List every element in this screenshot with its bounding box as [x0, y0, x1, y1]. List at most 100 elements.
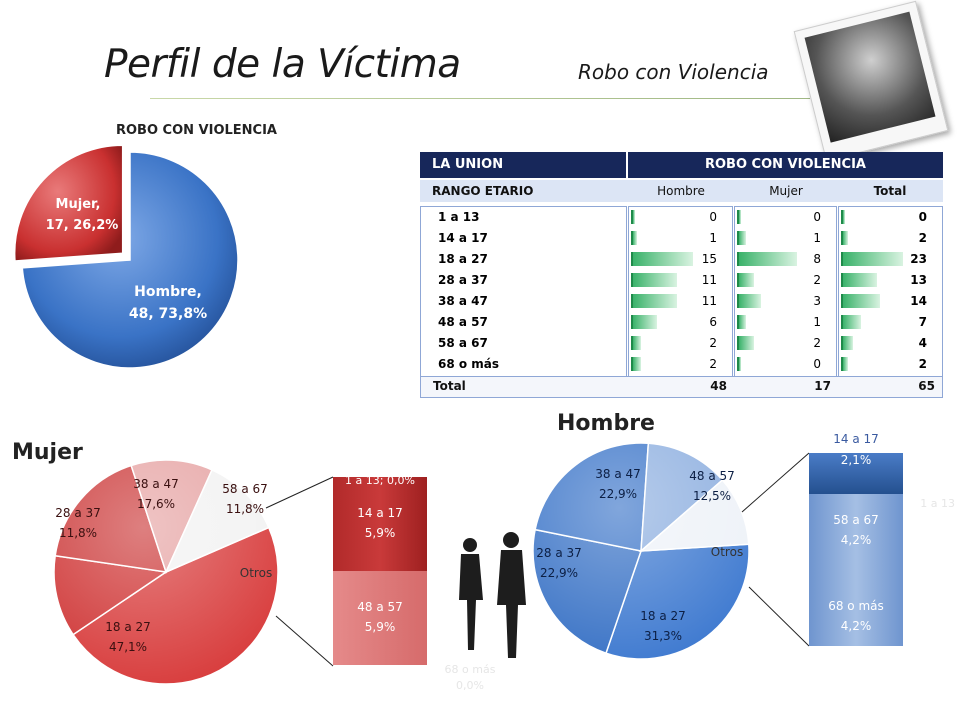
mujer-connector-bottom: [275, 615, 334, 667]
hombre-stack-14a17: [809, 453, 903, 494]
table-row-label: 18 a 27: [438, 252, 488, 266]
mujer-stack-label-1a13: 1 a 13; 0,0%: [345, 474, 415, 487]
labels-box: [420, 206, 627, 378]
total-box: [838, 206, 943, 378]
table-row-label: 1 a 13: [438, 210, 480, 224]
pie-slice-pct: 11,8%: [59, 526, 97, 540]
hombre-connector-top: [741, 452, 810, 513]
hombre-connector-bottom: [748, 586, 810, 647]
row-header: RANGO ETARIO: [432, 184, 534, 198]
table-cell-value: 2: [709, 357, 717, 371]
table-data-bar: [631, 210, 635, 224]
table-header-row: RANGO ETARIO Hombre Mujer Total: [420, 180, 943, 202]
pie-slice-label: 38 a 47: [133, 477, 179, 491]
table-row-label: 38 a 47: [438, 294, 488, 308]
table-cell-value: 2: [918, 357, 927, 371]
total-mujer: 17: [814, 379, 831, 393]
hombre-pie-shine: [533, 443, 749, 659]
mujer-hidden-label: 68 o más: [445, 663, 496, 676]
table-data-bar: [841, 252, 903, 266]
table-cell-value: 23: [910, 252, 927, 266]
slice-label-mujer-1: Mujer,: [56, 197, 101, 212]
table-corner: LA UNION: [420, 152, 626, 178]
table-cell-value: 0: [709, 210, 717, 224]
table-cell-value: 2: [709, 336, 717, 350]
pie-slice-label: 28 a 37: [55, 506, 101, 520]
table-data-bar: [631, 273, 677, 287]
mujer-stack-label-48a57: 48 a 57: [357, 600, 403, 614]
table-cell-value: 2: [813, 273, 821, 287]
col-header-total: Total: [873, 184, 907, 198]
table-cell-value: 1: [813, 315, 821, 329]
photo-image: [804, 11, 936, 143]
pie-slice-label: 28 a 37: [536, 546, 582, 560]
overall-slice-mujer: [13, 144, 124, 262]
slice-label-hombre-1: Hombre,: [134, 284, 202, 300]
pie-slice-label: 18 a 27: [105, 620, 151, 634]
mujer-hidden-pct: 0,0%: [456, 679, 484, 692]
table-cell-value: 6: [709, 315, 717, 329]
pie-slice-pct: 31,3%: [644, 629, 682, 643]
table-data-bar: [631, 336, 641, 350]
pie-slice-label: 18 a 27: [640, 609, 686, 623]
people-silhouette-icon: [459, 532, 526, 658]
age-table: LA UNION ROBO CON VIOLENCIA RANGO ETARIO…: [420, 152, 943, 398]
hombre-stack-label-68omas: 68 o más: [828, 599, 884, 613]
table-row-label: 48 a 57: [438, 315, 488, 329]
hombre-hidden-label: 1 a 13: [920, 497, 955, 510]
mujer-box: [734, 206, 837, 378]
pie-slice-pct: 22,9%: [540, 566, 578, 580]
table-data-bar: [841, 231, 849, 245]
table-row-label: 68 o más: [438, 357, 500, 371]
total-row: Total 48 17 65: [420, 376, 943, 398]
table-cell-value: 1: [709, 231, 717, 245]
mujer-stack-label-14a17: 14 a 17: [357, 506, 403, 520]
table-data-bar: [841, 315, 862, 329]
pie-slice-label: Otros: [240, 566, 272, 580]
hombre-chart-title: Hombre: [557, 411, 655, 436]
bottom-pie-charts: 18 a 27 47,1% 28 a 37 11,8% 38 a 47 17,6% 58 a…: [53, 432, 955, 692]
table-cell-value: 2: [813, 336, 821, 350]
hombre-stack-58a67: [809, 494, 903, 570]
pie-slice-label: 38 a 47: [595, 467, 641, 481]
table-cell-value: 2: [918, 231, 927, 245]
table-data-bar: [841, 294, 880, 308]
table-cell-value: 0: [813, 210, 821, 224]
mujer-stack-pct-48a57: 5,9%: [365, 620, 396, 634]
mujer-stack-14a17: [333, 477, 427, 571]
table-data-bar: [737, 210, 741, 224]
table-data-bar: [737, 273, 754, 287]
col-header-mujer: Mujer: [769, 184, 803, 198]
table-cell-value: 7: [918, 315, 927, 329]
table-data-bar: [737, 231, 747, 245]
mujer-stack-48a57: [333, 571, 427, 665]
table-data-bar: [841, 336, 854, 350]
mujer-connector-top: [265, 476, 334, 509]
table-cell-value: 0: [813, 357, 821, 371]
overall-pie-title: ROBO CON VIOLENCIA: [116, 123, 277, 138]
table-data-bar: [631, 252, 693, 266]
title-divider: [150, 98, 810, 99]
hombre-stack-pct-68omas: 4,2%: [841, 619, 872, 633]
page-subtitle: Robo con Violencia: [578, 60, 769, 84]
table-data-bar: [737, 315, 747, 329]
table-cell-value: 13: [910, 273, 927, 287]
table-cell-value: 11: [701, 273, 717, 287]
slice-label-hombre-2: 48, 73,8%: [129, 306, 207, 322]
hombre-stack-pct-58a67: 4,2%: [841, 533, 872, 547]
table-row-label: 28 a 37: [438, 273, 488, 287]
total-label: Total: [433, 379, 466, 393]
table-cell-value: 4: [918, 336, 927, 350]
hombre-stack-68omas: [809, 570, 903, 646]
overall-pie-chart: Mujer, 17, 26,2% Hombre, 48, 73,8%: [13, 144, 239, 369]
table-cell-value: 3: [813, 294, 821, 308]
table-data-bar: [737, 252, 797, 266]
table-data-bar: [737, 357, 741, 371]
pie-slice-label: Otros: [711, 545, 743, 559]
total-hombre: 48: [710, 379, 727, 393]
table-cell-value: 11: [701, 294, 717, 308]
table-data-bar: [631, 294, 677, 308]
col-header-hombre: Hombre: [657, 184, 705, 198]
table-data-bar: [841, 273, 877, 287]
table-row-label: 14 a 17: [438, 231, 488, 245]
